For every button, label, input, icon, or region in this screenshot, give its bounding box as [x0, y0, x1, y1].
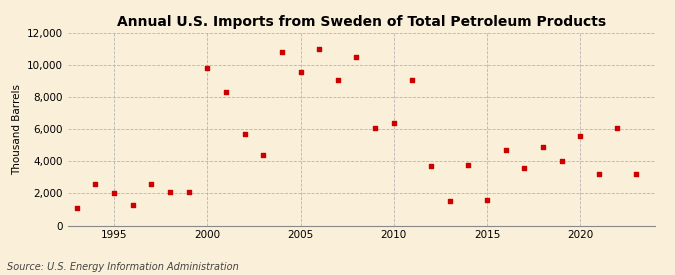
- Point: [295, 69, 306, 74]
- Point: [258, 153, 269, 157]
- Point: [575, 133, 586, 138]
- Point: [184, 190, 194, 194]
- Point: [90, 182, 101, 186]
- Text: Source: U.S. Energy Information Administration: Source: U.S. Energy Information Administ…: [7, 262, 238, 272]
- Point: [426, 164, 437, 168]
- Point: [165, 190, 176, 194]
- Point: [500, 148, 511, 152]
- Point: [277, 50, 288, 54]
- Point: [202, 66, 213, 70]
- Point: [109, 191, 119, 196]
- Point: [146, 182, 157, 186]
- Point: [407, 77, 418, 82]
- Point: [593, 172, 604, 176]
- Point: [463, 162, 474, 167]
- Point: [556, 159, 567, 164]
- Point: [239, 132, 250, 136]
- Point: [332, 77, 343, 82]
- Point: [481, 198, 492, 202]
- Point: [370, 125, 381, 130]
- Point: [612, 125, 623, 130]
- Y-axis label: Thousand Barrels: Thousand Barrels: [12, 84, 22, 175]
- Point: [72, 206, 82, 210]
- Point: [128, 202, 138, 207]
- Point: [221, 90, 232, 95]
- Point: [351, 55, 362, 59]
- Point: [388, 121, 399, 125]
- Title: Annual U.S. Imports from Sweden of Total Petroleum Products: Annual U.S. Imports from Sweden of Total…: [117, 15, 605, 29]
- Point: [444, 199, 455, 204]
- Point: [630, 172, 641, 176]
- Point: [314, 47, 325, 51]
- Point: [537, 145, 548, 149]
- Point: [519, 166, 530, 170]
